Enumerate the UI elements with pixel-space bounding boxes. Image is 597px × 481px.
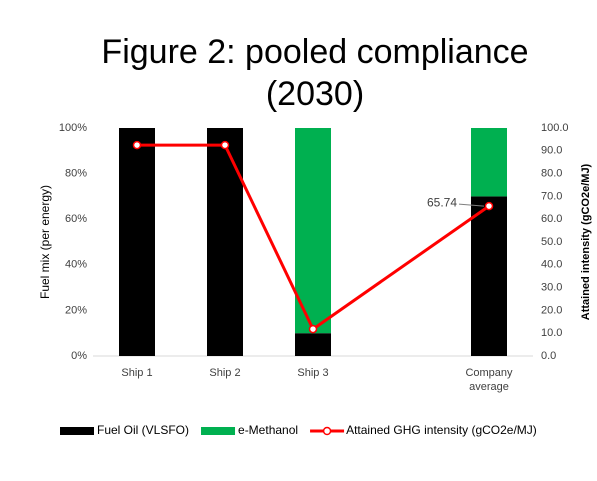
line-marker xyxy=(220,140,230,150)
bar xyxy=(207,128,243,356)
x-tick-label: average xyxy=(469,381,509,393)
x-tick-label: Company xyxy=(465,367,513,379)
legend-swatch xyxy=(60,427,94,435)
chart-title: Figure 2: pooled compliance xyxy=(101,33,528,71)
chart-title: (2030) xyxy=(266,75,364,113)
y2-tick-label: 100.0 xyxy=(541,122,569,134)
y2-tick-label: 80.0 xyxy=(541,168,562,180)
bar xyxy=(471,196,507,356)
y-tick-label: 0% xyxy=(71,350,87,362)
y-axis-title: Fuel mix (per energy) xyxy=(38,185,52,299)
line-marker xyxy=(308,324,318,334)
label-leader xyxy=(458,203,485,207)
y2-tick-label: 40.0 xyxy=(541,259,562,271)
x-tick-label: Ship 1 xyxy=(121,367,152,379)
y-tick-label: 100% xyxy=(59,122,87,134)
y2-tick-label: 10.0 xyxy=(541,327,562,339)
data-label: 65.74 xyxy=(427,195,457,209)
bar xyxy=(295,333,331,356)
y2-tick-label: 30.0 xyxy=(541,282,562,294)
legend-swatch xyxy=(322,426,332,436)
x-tick-label: Ship 3 xyxy=(297,367,328,379)
bar xyxy=(471,128,507,197)
y2-tick-label: 20.0 xyxy=(541,304,562,316)
line-segment xyxy=(223,144,315,330)
bar xyxy=(119,128,155,356)
legend-swatch xyxy=(201,427,236,435)
y2-tick-label: 50.0 xyxy=(541,236,562,248)
y2-axis-title: Attained intensity (gCO2e/MJ) xyxy=(580,163,592,320)
x-tick-label: Ship 2 xyxy=(209,367,240,379)
legend-label: Fuel Oil (VLSFO) xyxy=(97,423,189,437)
bar xyxy=(295,128,331,334)
line-segment xyxy=(312,204,490,331)
y2-tick-label: 60.0 xyxy=(541,213,562,225)
legend-label: Attained GHG intensity (gCO2e/MJ) xyxy=(346,423,537,437)
line-marker xyxy=(484,201,494,211)
y2-tick-label: 0.0 xyxy=(541,350,556,362)
y2-tick-label: 70.0 xyxy=(541,190,562,202)
line-marker xyxy=(132,140,142,150)
y-tick-label: 40% xyxy=(65,259,87,271)
y2-tick-label: 90.0 xyxy=(541,145,562,157)
y-tick-label: 80% xyxy=(65,168,87,180)
y-tick-label: 60% xyxy=(65,213,87,225)
y-tick-label: 20% xyxy=(65,304,87,316)
legend-label: e-Methanol xyxy=(238,423,298,437)
